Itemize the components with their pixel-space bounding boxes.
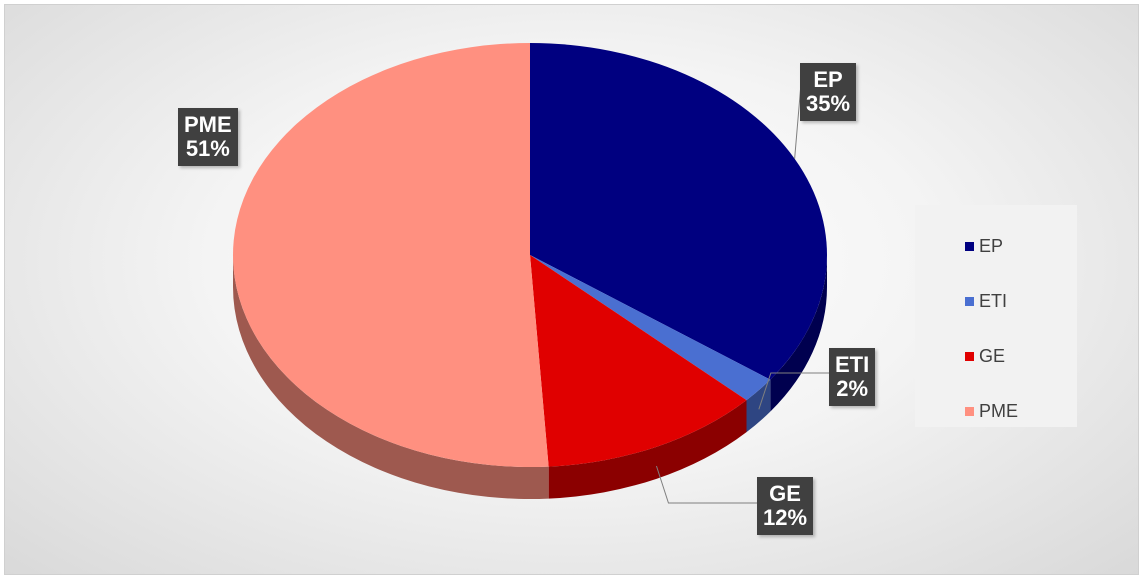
data-label-ep-name: EP bbox=[813, 67, 843, 92]
legend-swatch-ep bbox=[965, 242, 974, 251]
pie-slice-eti[interactable] bbox=[530, 255, 771, 401]
legend-item-pme[interactable]: PME bbox=[965, 384, 1077, 439]
pie-chart bbox=[233, 42, 830, 504]
legend-swatch-eti bbox=[965, 297, 974, 306]
data-label-eti-percent: 2% bbox=[836, 376, 869, 401]
data-label-pme-percent: 51% bbox=[185, 136, 230, 161]
data-label-ge: GE 12% bbox=[757, 477, 814, 535]
pie-side-ge bbox=[548, 400, 747, 499]
leader-line-eti bbox=[758, 372, 830, 410]
legend-label-pme: PME bbox=[979, 401, 1019, 421]
legend-swatch-ge bbox=[965, 352, 974, 361]
data-label-pme: PME 51% bbox=[178, 108, 238, 166]
pie-side-ep bbox=[770, 255, 827, 412]
data-label-ep: EP 35% bbox=[800, 63, 857, 121]
legend-item-ge[interactable]: GE bbox=[965, 329, 1077, 384]
pie-slice-ge[interactable] bbox=[530, 255, 747, 467]
data-label-eti: ETI 2% bbox=[829, 348, 876, 406]
data-label-ge-name: GE bbox=[769, 481, 801, 506]
pie-slice-ep[interactable] bbox=[530, 43, 827, 380]
legend-label-ep: EP bbox=[979, 236, 1004, 256]
data-label-ge-percent: 12% bbox=[763, 505, 808, 530]
leader-line-ge bbox=[655, 465, 758, 504]
legend-label-eti: ETI bbox=[979, 291, 1008, 311]
data-label-ep-percent: 35% bbox=[806, 91, 851, 116]
pie-side-pme bbox=[233, 255, 549, 499]
pie-slice-pme[interactable] bbox=[233, 42, 549, 467]
legend-label-ge: GE bbox=[979, 346, 1006, 366]
legend: EP ETI GE PME bbox=[915, 205, 1077, 427]
legend-swatch-pme bbox=[965, 407, 974, 416]
legend-item-ep[interactable]: EP bbox=[965, 219, 1077, 274]
data-label-eti-name: ETI bbox=[835, 352, 870, 377]
chart-area: EP 35% ETI 2% GE 12% PME 51% EP ETI GE P… bbox=[4, 4, 1139, 575]
legend-item-eti[interactable]: ETI bbox=[965, 274, 1077, 329]
data-label-pme-name: PME bbox=[184, 112, 232, 137]
